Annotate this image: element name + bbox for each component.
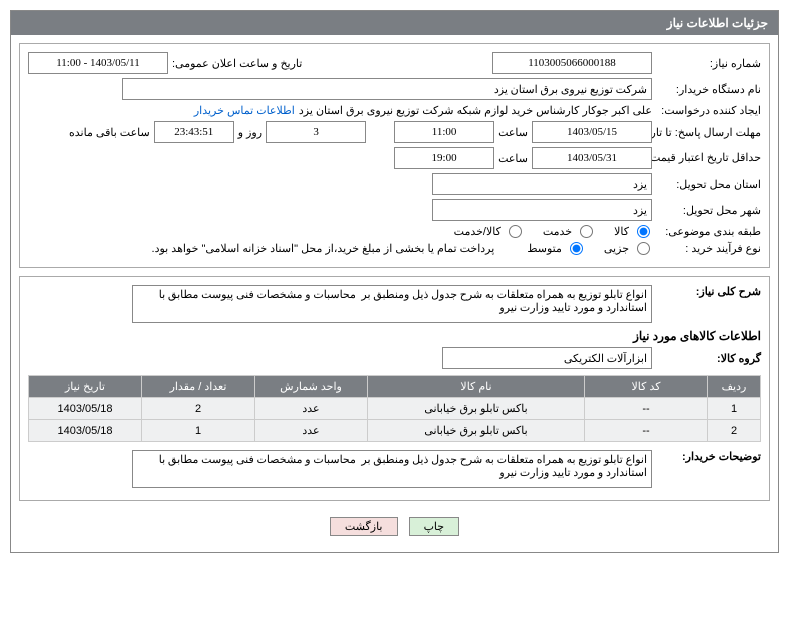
cell-unit: عدد bbox=[255, 420, 368, 442]
col-code: کد کالا bbox=[585, 376, 708, 398]
city-field[interactable] bbox=[432, 199, 652, 221]
print-button[interactable]: چاپ bbox=[409, 517, 460, 536]
contact-link[interactable]: اطلاعات تماس خریدار bbox=[194, 104, 295, 117]
radio-service[interactable] bbox=[580, 225, 593, 238]
buyer-notes-label: توضیحات خریدار: bbox=[656, 450, 761, 463]
cell-qty: 2 bbox=[142, 398, 255, 420]
need-no-field[interactable] bbox=[492, 52, 652, 74]
classification-label: طبقه بندی موضوعی: bbox=[656, 225, 761, 238]
col-unit: واحد شمارش bbox=[255, 376, 368, 398]
col-date: تاریخ نیاز bbox=[29, 376, 142, 398]
days-field[interactable] bbox=[266, 121, 366, 143]
remaining-label: ساعت باقی مانده bbox=[69, 126, 150, 139]
cell-code: -- bbox=[585, 420, 708, 442]
goods-group-label: گروه کالا: bbox=[656, 352, 761, 365]
panel-header: جزئیات اطلاعات نیاز bbox=[11, 11, 778, 35]
desc-label: شرح کلی نیاز: bbox=[656, 285, 761, 298]
buyer-notes-field[interactable] bbox=[132, 450, 652, 488]
buyer-label: نام دستگاه خریدار: bbox=[656, 83, 761, 96]
buyer-field[interactable] bbox=[122, 78, 652, 100]
cell-n: 1 bbox=[708, 398, 761, 420]
col-qty: تعداد / مقدار bbox=[142, 376, 255, 398]
resp-deadline-label: مهلت ارسال پاسخ: تا تاریخ: bbox=[656, 126, 761, 139]
table-row: 2--باکس تابلو برق خیابانیعدد11403/05/18 bbox=[29, 420, 761, 442]
col-row: ردیف bbox=[708, 376, 761, 398]
table-row: 1--باکس تابلو برق خیابانیعدد21403/05/18 bbox=[29, 398, 761, 420]
radio-goods[interactable] bbox=[637, 225, 650, 238]
radio-service-label: خدمت bbox=[543, 225, 572, 238]
time-label-1: ساعت bbox=[498, 126, 528, 139]
announce-field[interactable] bbox=[28, 52, 168, 74]
cell-unit: عدد bbox=[255, 398, 368, 420]
price-time-field[interactable] bbox=[394, 147, 494, 169]
resp-date-field[interactable] bbox=[532, 121, 652, 143]
desc-field[interactable] bbox=[132, 285, 652, 323]
cell-code: -- bbox=[585, 398, 708, 420]
goods-group-field[interactable] bbox=[442, 347, 652, 369]
radio-goods-service[interactable] bbox=[509, 225, 522, 238]
cell-name: باکس تابلو برق خیابانی bbox=[368, 398, 585, 420]
radio-small[interactable] bbox=[637, 242, 650, 255]
cell-date: 1403/05/18 bbox=[29, 398, 142, 420]
city-label: شهر محل تحویل: bbox=[656, 204, 761, 217]
radio-medium[interactable] bbox=[570, 242, 583, 255]
announce-label: تاریخ و ساعت اعلان عمومی: bbox=[172, 57, 302, 70]
cell-n: 2 bbox=[708, 420, 761, 442]
radio-small-label: جزیی bbox=[604, 242, 629, 255]
need-no-label: شماره نیاز: bbox=[656, 57, 761, 70]
radio-medium-label: متوسط bbox=[527, 242, 562, 255]
cell-name: باکس تابلو برق خیابانی bbox=[368, 420, 585, 442]
proc-note: پرداخت تمام یا بخشی از مبلغ خرید،از محل … bbox=[152, 242, 495, 255]
cell-date: 1403/05/18 bbox=[29, 420, 142, 442]
requester-value: علی اکبر جوکار کارشناس خرید لوازم شبکه ش… bbox=[299, 104, 652, 117]
proc-type-label: نوع فرآیند خرید : bbox=[656, 242, 761, 255]
resp-time-field[interactable] bbox=[394, 121, 494, 143]
price-date-field[interactable] bbox=[532, 147, 652, 169]
radio-goods-label: کالا bbox=[614, 225, 629, 238]
days-and-label: روز و bbox=[238, 126, 262, 139]
back-button[interactable]: بازگشت bbox=[330, 517, 398, 536]
province-field[interactable] bbox=[432, 173, 652, 195]
province-label: استان محل تحویل: bbox=[656, 178, 761, 191]
cell-qty: 1 bbox=[142, 420, 255, 442]
goods-info-title: اطلاعات کالاهای مورد نیاز bbox=[28, 329, 761, 343]
requester-label: ایجاد کننده درخواست: bbox=[656, 104, 761, 117]
price-valid-label: حداقل تاریخ اعتبار قیمت: تا تاریخ: bbox=[656, 151, 761, 165]
items-table: ردیف کد کالا نام کالا واحد شمارش تعداد /… bbox=[28, 375, 761, 442]
radio-goods-service-label: کالا/خدمت bbox=[454, 225, 501, 238]
countdown-field[interactable] bbox=[154, 121, 234, 143]
time-label-2: ساعت bbox=[498, 152, 528, 165]
col-name: نام کالا bbox=[368, 376, 585, 398]
